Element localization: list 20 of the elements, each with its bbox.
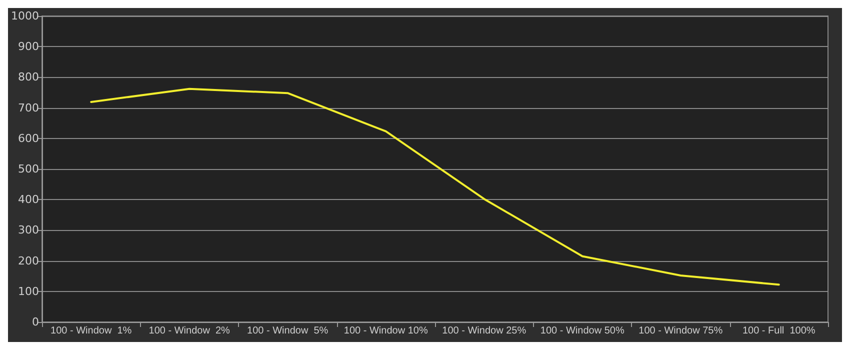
x-tick-label: 100 - Window 2%	[148, 326, 230, 336]
y-tick-label: 900	[18, 40, 39, 54]
y-tick-label: 700	[18, 101, 39, 114]
x-tick-label: 100 - Window 50%	[540, 326, 624, 336]
x-tick-label: 100 - Window 1%	[50, 326, 132, 336]
y-tick-label: 400	[18, 193, 39, 206]
y-tick-label: 100	[18, 284, 39, 298]
x-tick-label: 100 - Window 75%	[638, 326, 723, 336]
y-tick-label: 1000	[11, 10, 39, 22]
line-series	[90, 88, 780, 286]
y-tick-label: 800	[18, 70, 39, 84]
y-tick-label: 0	[32, 316, 39, 328]
x-tick-label: 100 - Window 25%	[442, 326, 526, 336]
y-tick-label: 500	[18, 162, 39, 176]
y-tick-label: 600	[18, 132, 39, 145]
y-tick-label: 300	[18, 224, 39, 237]
y-tick-label: 200	[18, 254, 39, 268]
x-tick-label: 100 - Window 10%	[344, 326, 428, 336]
x-tick-label: 100 - Full 100%	[742, 326, 816, 336]
x-tick-label: 100 - Window 5%	[247, 326, 328, 336]
